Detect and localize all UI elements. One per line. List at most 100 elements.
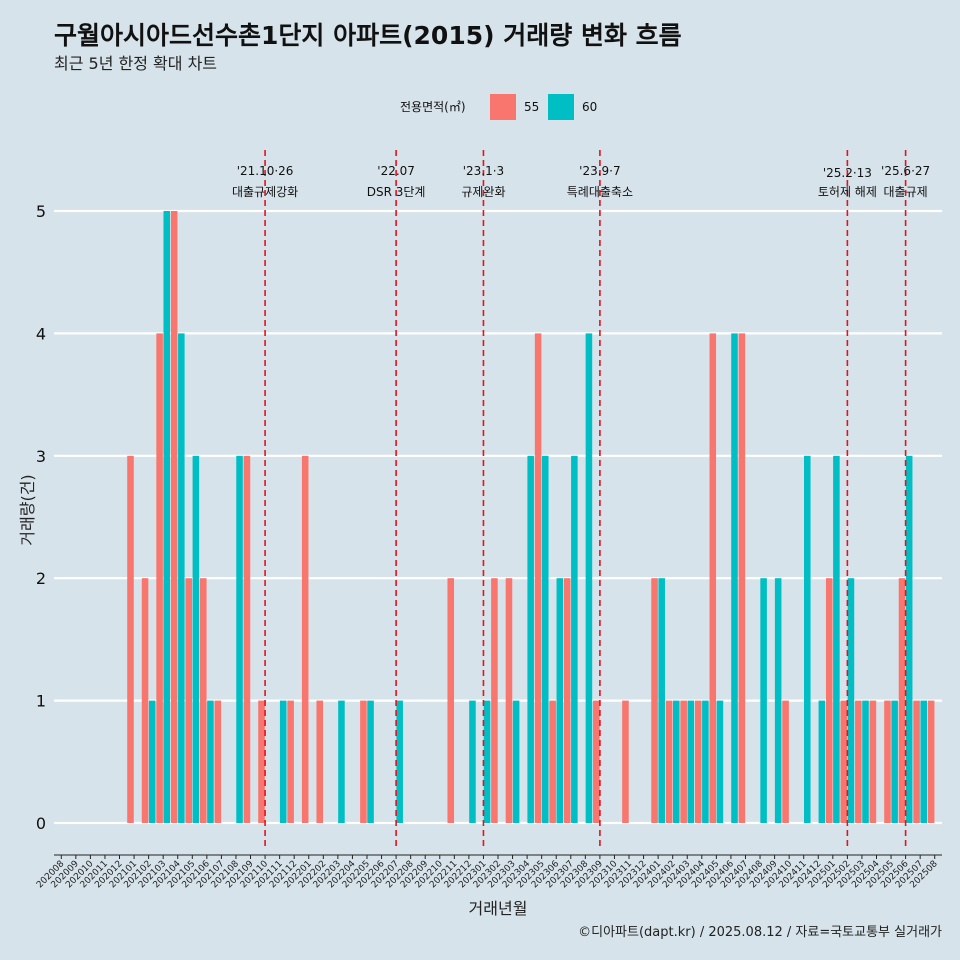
bar-55-202405 bbox=[709, 333, 717, 823]
bar-60-202408 bbox=[760, 578, 767, 823]
bar-55-202102 bbox=[141, 578, 149, 823]
event-date: '23.1·3 bbox=[463, 164, 504, 178]
event-date: '25.2·13 bbox=[823, 166, 872, 180]
y-tick-label: 5 bbox=[36, 202, 46, 221]
bar-60-202103 bbox=[163, 211, 171, 823]
event-date: '21.10·26 bbox=[237, 164, 294, 178]
bar-60-202409 bbox=[774, 578, 782, 823]
bar-55-202104 bbox=[170, 211, 178, 823]
bar-60-202104 bbox=[178, 333, 185, 823]
bar-60-202106 bbox=[207, 700, 214, 823]
bar-60-202304 bbox=[527, 455, 534, 823]
bar-55-202107 bbox=[214, 700, 222, 823]
bar-60-202301 bbox=[483, 700, 491, 823]
bar-60-202205 bbox=[367, 700, 374, 823]
bar-55-202501 bbox=[825, 578, 833, 823]
bar-55-202205 bbox=[360, 700, 367, 823]
bar-55-202311 bbox=[622, 700, 629, 823]
y-tick-label: 2 bbox=[36, 569, 46, 588]
event-label: 특례대출축소 bbox=[567, 185, 633, 199]
bar-55-202110 bbox=[258, 700, 265, 823]
bar-55-202506 bbox=[898, 578, 906, 823]
bar-60-202306 bbox=[556, 578, 564, 823]
bar-60-202411 bbox=[804, 455, 811, 823]
bar-55-202503 bbox=[855, 700, 862, 823]
bar-55-202211 bbox=[447, 578, 455, 823]
bar-55-202101 bbox=[127, 455, 134, 823]
chart-subtitle: 최근 5년 한정 확대 차트 bbox=[54, 54, 217, 73]
bar-55-202202 bbox=[316, 700, 324, 823]
bar-55-202502 bbox=[840, 700, 848, 823]
bar-55-202103 bbox=[156, 333, 163, 823]
bars bbox=[127, 211, 935, 823]
legend-label-60: 60 bbox=[582, 100, 597, 114]
bar-55-202404 bbox=[694, 700, 702, 823]
bar-55-202410 bbox=[782, 700, 789, 823]
legend-label-55: 55 bbox=[524, 100, 539, 114]
bar-55-202402 bbox=[665, 700, 673, 823]
bar-55-202401 bbox=[651, 578, 658, 823]
event-label: 규제완화 bbox=[461, 185, 505, 199]
bar-55-202507 bbox=[913, 700, 920, 823]
bar-55-202305 bbox=[534, 333, 542, 823]
bar-60-202207 bbox=[396, 700, 403, 823]
bar-60-202307 bbox=[571, 455, 578, 823]
event-label: 대출규제 bbox=[884, 185, 928, 199]
bar-60-202401 bbox=[658, 578, 665, 823]
y-tick-label: 1 bbox=[36, 692, 46, 711]
bar-55-202307 bbox=[563, 578, 571, 823]
x-axis: 2020082020092020102020112020122021012021… bbox=[35, 854, 942, 890]
y-tick-label: 0 bbox=[36, 814, 46, 833]
event-date: '23.9·7 bbox=[579, 164, 620, 178]
bar-55-202407 bbox=[738, 333, 746, 823]
event-date: '25.6·27 bbox=[881, 164, 930, 178]
legend-swatch-60 bbox=[548, 94, 574, 120]
bar-60-202111 bbox=[279, 700, 287, 823]
bar-60-202105 bbox=[192, 455, 200, 823]
legend-title: 전용면적(㎡) bbox=[400, 100, 466, 114]
chart-title: 구월아시아드선수촌1단지 아파트(2015) 거래량 변화 흐름 bbox=[54, 21, 682, 50]
bar-55-202106 bbox=[200, 578, 207, 823]
bar-55-202105 bbox=[185, 578, 192, 823]
bar-55-202505 bbox=[884, 700, 891, 823]
bar-55-202303 bbox=[505, 578, 513, 823]
bar-55-202504 bbox=[869, 700, 877, 823]
event-label: 대출규제강화 bbox=[232, 185, 298, 199]
event-label: 토허제 해제 bbox=[818, 185, 877, 199]
caption: ©디아파트(dapt.kr) / 2025.08.12 / 자료=국토교통부 실… bbox=[578, 925, 942, 940]
event-date: '22.07 bbox=[377, 164, 415, 178]
y-axis: 0 1 2 3 4 5 bbox=[36, 202, 46, 833]
bar-55-202309 bbox=[593, 700, 600, 823]
bar-60-202303 bbox=[512, 700, 520, 823]
bar-60-202102 bbox=[148, 700, 156, 823]
bar-55-202201 bbox=[301, 455, 309, 823]
bar-55-202403 bbox=[680, 700, 687, 823]
bar-60-202108 bbox=[236, 455, 243, 823]
bar-60-202305 bbox=[541, 455, 549, 823]
bar-60-202412 bbox=[818, 700, 826, 823]
bar-60-202501 bbox=[833, 455, 840, 823]
bar-60-202503 bbox=[862, 700, 869, 823]
bar-60-202506 bbox=[905, 455, 913, 823]
legend: 전용면적(㎡) 55 60 bbox=[400, 94, 597, 120]
bar-60-202505 bbox=[891, 700, 898, 823]
bar-60-202404 bbox=[702, 700, 709, 823]
bar-60-202203 bbox=[338, 700, 345, 823]
y-axis-label: 거래량(건) bbox=[18, 474, 37, 545]
bar-55-202109 bbox=[243, 455, 251, 823]
x-axis-label: 거래년월 bbox=[469, 899, 528, 918]
legend-swatch-55 bbox=[490, 94, 516, 120]
event-markers: '21.10·26 대출규제강화 '22.07 DSR 3단계 '23.1·3 규제완화 '… bbox=[232, 150, 930, 846]
y-tick-label: 4 bbox=[36, 324, 46, 343]
event-label: DSR 3단계 bbox=[367, 185, 426, 199]
bar-60-202502 bbox=[847, 578, 855, 823]
bar-55-202112 bbox=[287, 700, 294, 823]
bar-60-202212 bbox=[469, 700, 476, 823]
y-tick-label: 3 bbox=[36, 447, 46, 466]
bar-60-202402 bbox=[672, 700, 680, 823]
bar-55-202302 bbox=[491, 578, 498, 823]
bar-55-202508 bbox=[927, 700, 935, 823]
bar-60-202405 bbox=[716, 700, 724, 823]
bar-60-202403 bbox=[687, 700, 695, 823]
